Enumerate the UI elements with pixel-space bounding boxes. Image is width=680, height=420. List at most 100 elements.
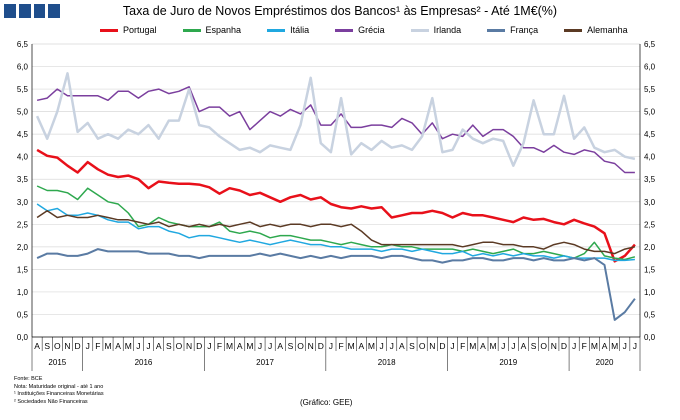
x-year-label: 2020 — [596, 358, 614, 367]
x-tick-label: A — [115, 341, 121, 351]
y-tick-label-left: 6,0 — [17, 63, 29, 72]
x-tick-label: F — [338, 341, 343, 351]
legend-item: Grécia — [335, 25, 385, 35]
y-tick-label-left: 5,0 — [17, 108, 29, 117]
x-tick-label: J — [268, 341, 272, 351]
x-tick-label: J — [390, 341, 394, 351]
maturity-note: Nota: Maturidade original - até 1 ano — [14, 383, 104, 390]
x-tick-label: A — [156, 341, 162, 351]
legend-item: França — [487, 25, 538, 35]
y-tick-label-right: 5,0 — [644, 108, 656, 117]
legend-swatch — [267, 28, 286, 32]
x-tick-label: O — [297, 341, 304, 351]
legend-swatch — [182, 28, 201, 32]
chart-legend: Portugal Espanha Itália Grécia Irlanda França… — [100, 25, 628, 35]
y-tick-label-right: 0,5 — [644, 310, 656, 319]
legend-label: Itália — [290, 25, 310, 35]
x-tick-label: J — [511, 341, 515, 351]
x-tick-label: N — [64, 341, 70, 351]
x-year-label: 2018 — [378, 358, 396, 367]
x-tick-label: D — [196, 341, 202, 351]
x-tick-label: D — [561, 341, 567, 351]
legend-swatch — [564, 28, 583, 32]
y-tick-label-right: 1,5 — [644, 265, 656, 274]
y-tick-label-left: 0,0 — [17, 333, 29, 342]
legend-label: Espanha — [205, 25, 242, 35]
series-line-itália — [36, 203, 635, 262]
x-tick-label: S — [409, 341, 415, 351]
x-tick-label: S — [288, 341, 294, 351]
y-tick-label-left: 6,5 — [17, 40, 29, 49]
x-tick-label: J — [329, 341, 333, 351]
x-tick-label: S — [166, 341, 172, 351]
x-tick-label: J — [258, 341, 262, 351]
x-tick-label: F — [217, 341, 222, 351]
y-tick-label-left: 1,5 — [17, 265, 29, 274]
x-tick-label: A — [399, 341, 405, 351]
y-tick-label-right: 6,5 — [644, 40, 656, 49]
x-tick-label: J — [207, 341, 211, 351]
y-tick-label-left: 2,5 — [17, 220, 29, 229]
x-tick-label: M — [125, 341, 132, 351]
x-tick-label: A — [521, 341, 527, 351]
x-tick-label: J — [146, 341, 150, 351]
x-tick-label: F — [582, 341, 587, 351]
x-tick-label: J — [572, 341, 576, 351]
y-tick-label-right: 2,5 — [644, 220, 656, 229]
x-tick-label: J — [623, 341, 627, 351]
x-tick-label: J — [633, 341, 637, 351]
x-tick-label: J — [450, 341, 454, 351]
y-tick-label-left: 0,5 — [17, 310, 29, 319]
x-tick-label: D — [318, 341, 324, 351]
x-tick-label: J — [86, 341, 90, 351]
y-tick-label-right: 5,5 — [644, 85, 656, 94]
x-tick-label: A — [34, 341, 40, 351]
x-year-label: 2016 — [135, 358, 153, 367]
x-tick-label: O — [540, 341, 547, 351]
series-line-frança — [36, 248, 636, 321]
x-tick-label: J — [136, 341, 140, 351]
x-tick-label: M — [104, 341, 111, 351]
x-tick-label: A — [237, 341, 243, 351]
x-tick-label: F — [95, 341, 100, 351]
x-tick-label: A — [602, 341, 608, 351]
legend-label: Irlanda — [433, 25, 462, 35]
x-tick-label: N — [186, 341, 192, 351]
y-tick-label-left: 4,5 — [17, 130, 29, 139]
x-tick-label: J — [379, 341, 383, 351]
legend-label: Grécia — [358, 25, 385, 35]
legend-swatch — [100, 28, 118, 32]
source-note: Fonte: BCE — [14, 376, 43, 382]
footnote-1: ¹ Instituições Financeiras Monetárias — [14, 391, 104, 397]
chart-notes: Fonte: BCE Nota: Maturidade original - a… — [14, 376, 104, 406]
y-tick-label-left: 3,0 — [17, 198, 29, 207]
y-tick-label-left: 3,5 — [17, 175, 29, 184]
gee-logo — [4, 4, 60, 20]
chart-credit: (Gráfico: GEE) — [300, 398, 353, 407]
footnote-2: ² Sociedades Não Financeiras — [14, 398, 88, 405]
x-tick-label: D — [75, 341, 81, 351]
x-year-label: 2019 — [499, 358, 517, 367]
x-tick-label: A — [277, 341, 283, 351]
x-tick-label: J — [501, 341, 505, 351]
series-line-alemanha — [36, 210, 636, 255]
legend-item: Itália — [267, 25, 309, 35]
y-tick-label-right: 2,0 — [644, 243, 656, 252]
x-tick-label: N — [429, 341, 435, 351]
x-tick-label: S — [44, 341, 50, 351]
legend-swatch — [335, 28, 354, 32]
x-tick-label: M — [368, 341, 375, 351]
x-tick-label: A — [480, 341, 486, 351]
x-tick-label: N — [551, 341, 557, 351]
x-year-label: 2017 — [256, 358, 274, 367]
x-year-label: 2015 — [48, 358, 66, 367]
y-tick-label-left: 2,0 — [17, 243, 29, 252]
x-tick-label: M — [490, 341, 497, 351]
legend-swatch — [487, 28, 506, 32]
y-tick-label-left: 1,0 — [17, 288, 29, 297]
y-tick-label-right: 3,5 — [644, 175, 656, 184]
x-tick-label: O — [54, 341, 61, 351]
legend-swatch — [410, 28, 429, 32]
y-tick-label-right: 4,0 — [644, 153, 656, 162]
x-tick-label: M — [469, 341, 476, 351]
